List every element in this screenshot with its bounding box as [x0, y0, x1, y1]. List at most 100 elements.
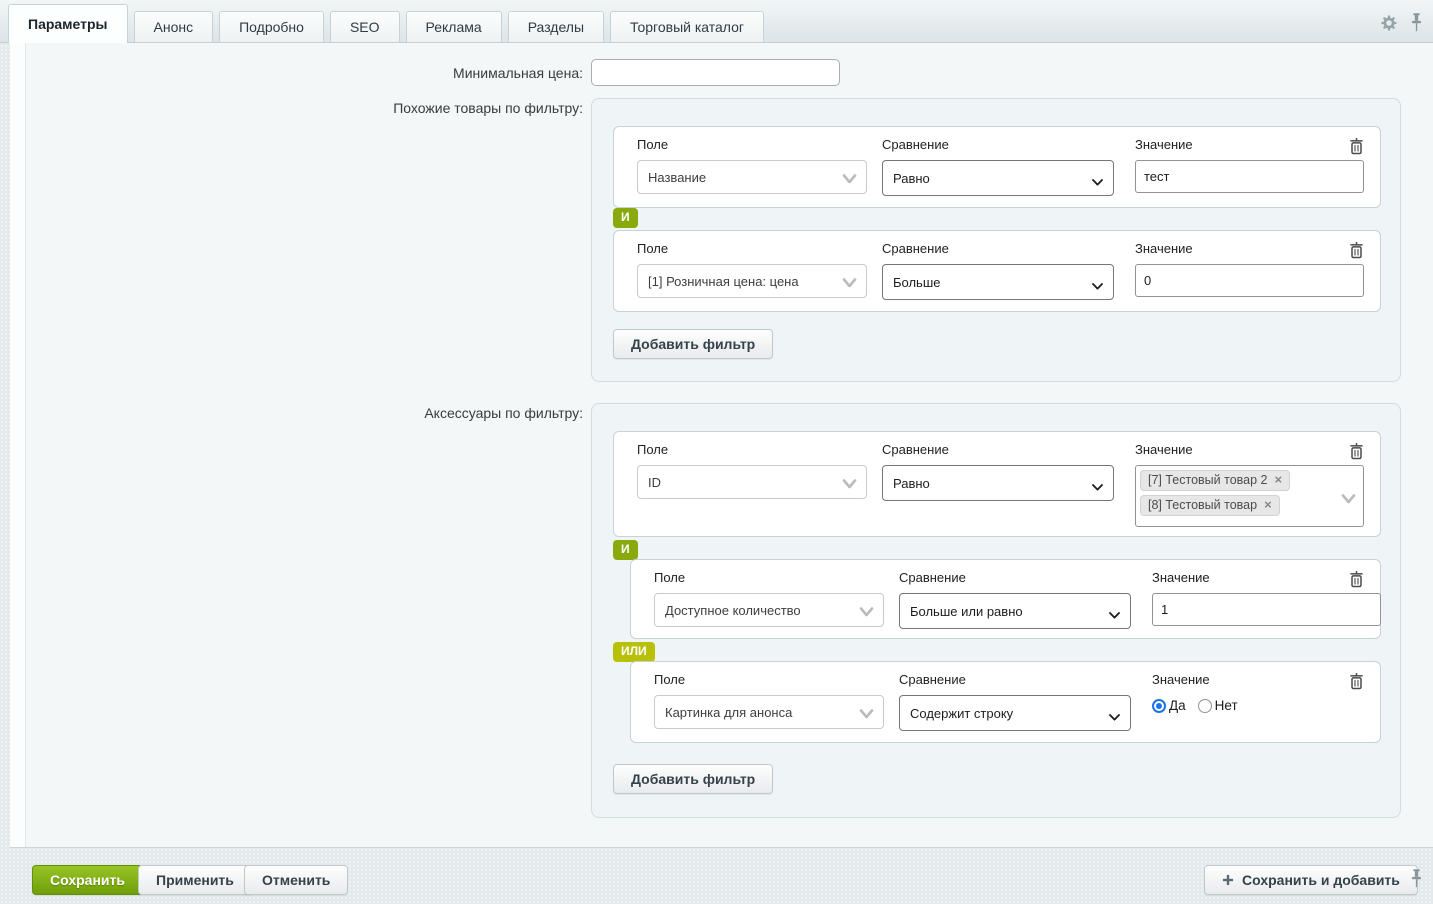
tab-details[interactable]: Подробно	[219, 11, 324, 42]
value-input[interactable]	[1135, 264, 1364, 297]
chevron-down-icon	[1092, 479, 1103, 494]
pin-icon[interactable]	[1410, 12, 1423, 33]
compare-select[interactable]: Равно	[882, 160, 1114, 196]
radio-yes[interactable]	[1152, 698, 1166, 713]
field-dropdown[interactable]: Доступное количество	[654, 593, 884, 627]
chevron-down-icon	[859, 605, 874, 620]
conjunction-and-badge[interactable]: И	[613, 540, 638, 560]
value-label: Значение	[1152, 672, 1210, 687]
compare-column: Сравнение Равно	[882, 137, 1114, 196]
chevron-down-icon	[842, 477, 857, 492]
save-and-add-button[interactable]: Сохранить и добавить	[1204, 865, 1418, 895]
tab-announce[interactable]: Анонс	[133, 11, 214, 42]
compare-label: Сравнение	[899, 672, 966, 687]
field-dropdown[interactable]: Картинка для анонса	[654, 695, 884, 729]
min-price-input[interactable]	[591, 59, 840, 86]
tab-bar: Параметры Анонс Подробно SEO Реклама Раз…	[0, 0, 1433, 43]
value-label: Значение	[1135, 442, 1193, 457]
cancel-button[interactable]: Отменить	[244, 865, 349, 895]
value-column: Значение	[1135, 137, 1364, 193]
tab-trade-catalog[interactable]: Торговый каталог	[610, 11, 765, 42]
compare-select[interactable]: Содержит строку	[899, 695, 1131, 731]
field-dropdown-value: [1] Розничная цена: цена	[648, 273, 799, 289]
value-input[interactable]	[1152, 593, 1381, 626]
field-dropdown-value: Название	[648, 169, 707, 185]
compare-column: Сравнение Содержит строку	[899, 672, 1131, 731]
form-content: Минимальная цена: Похожие товары по филь…	[10, 43, 1433, 848]
value-radio-group: Да Нет	[1152, 698, 1381, 713]
add-filter-button[interactable]: Добавить фильтр	[613, 329, 774, 359]
apply-button[interactable]: Применить	[138, 865, 252, 895]
field-column: Поле Доступное количество	[654, 570, 884, 627]
radio-no-label[interactable]: Нет	[1214, 698, 1238, 713]
compare-select-value: Больше	[893, 274, 941, 290]
radio-yes-label[interactable]: Да	[1169, 698, 1186, 713]
compare-select[interactable]: Больше или равно	[899, 593, 1131, 629]
filter-row: Поле [1] Розничная цена: цена Сравнение …	[613, 230, 1381, 312]
min-price-label: Минимальная цена:	[453, 65, 583, 81]
field-label: Поле	[637, 241, 669, 256]
compare-select-value: Содержит строку	[910, 705, 1014, 721]
value-label: Значение	[1135, 241, 1193, 256]
save-and-add-label: Сохранить и добавить	[1242, 872, 1400, 888]
value-column: Значение	[1135, 241, 1364, 297]
remove-tag-icon[interactable]: ×	[1274, 472, 1283, 487]
compare-select[interactable]: Равно	[882, 465, 1114, 501]
compare-select-value: Равно	[893, 170, 930, 186]
field-dropdown[interactable]: Название	[637, 160, 867, 194]
tab-ads[interactable]: Реклама	[405, 11, 502, 42]
tab-sections[interactable]: Разделы	[507, 11, 605, 42]
filter-row: Поле Название Сравнение Равно Значение	[613, 126, 1381, 208]
tab-seo[interactable]: SEO	[329, 11, 400, 42]
compare-label: Сравнение	[882, 442, 949, 457]
value-column: Значение Да Нет	[1152, 672, 1381, 713]
remove-tag-icon[interactable]: ×	[1264, 497, 1272, 512]
tab-parameters[interactable]: Параметры	[8, 4, 128, 43]
conjunction-and-badge[interactable]: И	[613, 208, 638, 228]
trash-icon[interactable]	[1349, 137, 1364, 155]
trash-icon[interactable]	[1349, 241, 1364, 259]
value-column: Значение	[1152, 570, 1381, 626]
chevron-down-icon	[842, 172, 857, 187]
trash-icon[interactable]	[1349, 570, 1364, 588]
field-label: Поле	[637, 442, 669, 457]
tag-text: [8] Тестовый товар	[1148, 498, 1258, 512]
value-multiselect[interactable]: [7] Тестовый товар 2 × [8] Тестовый това…	[1135, 465, 1364, 527]
chevron-down-icon	[1109, 607, 1120, 622]
add-filter-button[interactable]: Добавить фильтр	[613, 764, 774, 794]
trash-icon[interactable]	[1349, 672, 1364, 690]
similar-filter-panel: Поле Название Сравнение Равно Значение И	[591, 98, 1401, 382]
chevron-down-icon	[1092, 278, 1103, 293]
field-column: Поле ID	[637, 442, 867, 499]
tabbar-icons	[1381, 12, 1423, 33]
field-dropdown[interactable]: [1] Розничная цена: цена	[637, 264, 867, 298]
accessories-filter-label: Аксессуары по фильтру:	[424, 405, 583, 421]
value-input[interactable]	[1135, 160, 1364, 193]
chevron-down-icon	[859, 707, 874, 722]
field-dropdown[interactable]: ID	[637, 465, 867, 499]
filter-row-nested: Поле Картинка для анонса Сравнение Содер…	[630, 661, 1381, 743]
compare-label: Сравнение	[882, 137, 949, 152]
plus-icon	[1222, 874, 1234, 886]
value-label: Значение	[1135, 137, 1193, 152]
filter-row: Поле ID Сравнение Равно Значение [7] Тес…	[613, 431, 1381, 537]
gear-icon[interactable]	[1381, 15, 1397, 31]
tag-text: [7] Тестовый товар 2	[1148, 473, 1268, 487]
field-dropdown-value: ID	[648, 474, 661, 490]
trash-icon[interactable]	[1349, 442, 1364, 460]
field-label: Поле	[654, 570, 686, 585]
pin-icon[interactable]	[1410, 868, 1423, 889]
field-dropdown-value: Картинка для анонса	[665, 704, 793, 720]
value-column: Значение [7] Тестовый товар 2 × [8] Тест…	[1135, 442, 1364, 527]
chevron-down-icon	[1109, 709, 1120, 724]
compare-select[interactable]: Больше	[882, 264, 1114, 300]
conjunction-or-badge[interactable]: ИЛИ	[613, 642, 655, 662]
field-column: Поле Название	[637, 137, 867, 194]
radio-no[interactable]	[1197, 698, 1212, 713]
field-column: Поле Картинка для анонса	[654, 672, 884, 729]
save-button[interactable]: Сохранить	[32, 865, 143, 895]
field-label: Поле	[654, 672, 686, 687]
compare-column: Сравнение Равно	[882, 442, 1114, 501]
value-label: Значение	[1152, 570, 1210, 585]
chevron-down-icon	[1341, 491, 1356, 509]
